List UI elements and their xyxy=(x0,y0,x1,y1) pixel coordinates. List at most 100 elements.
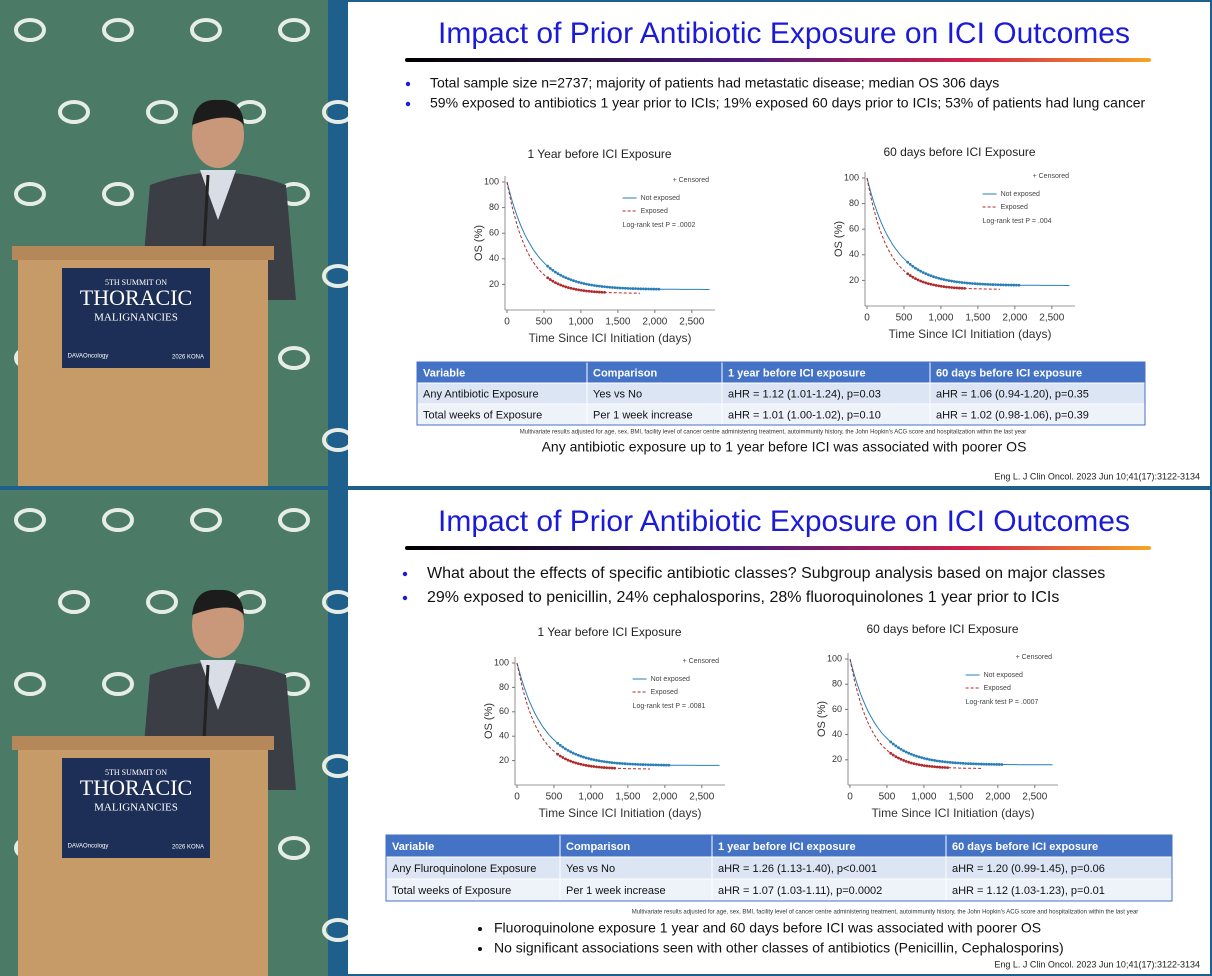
censor-mark xyxy=(613,766,616,770)
censor-mark xyxy=(561,756,565,759)
conclusion-bullet: Fluoroquinolone exposure 1 year and 60 d… xyxy=(494,920,1041,936)
sign-text: 2026 KONA xyxy=(172,355,204,361)
censor-mark xyxy=(566,758,570,762)
censor-mark xyxy=(916,268,920,272)
censor-mark xyxy=(1001,283,1005,287)
censor-mark xyxy=(610,761,614,764)
censor-mark xyxy=(946,766,949,770)
y-tick-label: 80 xyxy=(489,202,499,212)
y-tick-label: 100 xyxy=(494,657,509,667)
censor-mark xyxy=(919,279,922,283)
censor-mark xyxy=(576,762,580,766)
censor-mark xyxy=(951,761,955,765)
sign-text: 5TH SUMMIT ON xyxy=(105,768,167,777)
censor-mark xyxy=(921,271,925,274)
conclusion: Any antibiotic exposure up to 1 year bef… xyxy=(542,439,1027,455)
censor-mark xyxy=(920,756,924,760)
censor-mark xyxy=(556,272,560,276)
censor-mark xyxy=(598,284,601,288)
censor-mark xyxy=(595,284,599,288)
censor-mark xyxy=(1012,283,1016,287)
censor-mark xyxy=(902,749,905,753)
censor-mark xyxy=(914,277,917,281)
y-tick-label: 60 xyxy=(499,706,509,716)
censor-mark xyxy=(662,763,666,767)
censor-mark xyxy=(963,281,966,285)
censor-mark xyxy=(904,759,908,763)
x-tick-label: 500 xyxy=(536,317,553,328)
censor-mark xyxy=(935,765,939,769)
censor-mark xyxy=(605,760,609,764)
censor-mark xyxy=(889,740,893,744)
censor-mark xyxy=(598,290,601,294)
censor-mark xyxy=(597,765,601,769)
y-tick-label: 40 xyxy=(849,249,859,259)
table-border xyxy=(385,834,1173,902)
censor-mark xyxy=(566,277,570,281)
censor-mark xyxy=(987,762,991,766)
y-tick-label: 80 xyxy=(832,679,842,689)
censor-mark xyxy=(561,745,565,749)
podium-top xyxy=(12,736,274,750)
censor-mark xyxy=(652,287,656,291)
podium-sign xyxy=(62,268,210,368)
censor-mark xyxy=(623,286,627,290)
x-tick-label: 500 xyxy=(546,792,563,803)
censor-mark xyxy=(621,286,625,290)
wall-logo xyxy=(190,508,222,532)
censor-mark xyxy=(947,279,951,282)
censor-mark xyxy=(915,762,918,766)
censor-mark xyxy=(960,281,964,284)
table-cell-text: Any Fluroquinolone Exposure xyxy=(392,863,536,875)
sign-text: MALIGNANCIES xyxy=(94,312,178,324)
censor-mark xyxy=(941,760,944,763)
censor-mark xyxy=(585,282,588,286)
censor-mark xyxy=(942,285,946,289)
table-cell-text: aHR = 1.07 (1.03-1.11), p=0.0002 xyxy=(718,885,882,897)
censor-mark xyxy=(925,764,929,768)
wall-logo xyxy=(278,508,310,532)
censor-mark xyxy=(561,284,565,288)
legend-label: Not exposed xyxy=(641,195,680,202)
censored-note: + Censored xyxy=(683,658,719,665)
x-tick-label: 2,500 xyxy=(1022,792,1047,803)
x-tick-label: 0 xyxy=(847,792,853,803)
x-tick-label: 2,000 xyxy=(642,317,667,328)
table-cell-text: Any Antibiotic Exposure xyxy=(423,388,539,400)
x-tick-label: 2,000 xyxy=(1002,313,1027,324)
legend-label: Exposed xyxy=(984,685,1011,692)
censor-mark xyxy=(977,762,981,766)
censor-mark xyxy=(584,763,588,767)
censor-mark xyxy=(649,763,653,767)
bullet-dot xyxy=(405,101,411,107)
censor-mark xyxy=(592,765,596,768)
table-header-text: 1 year before ICI exposure xyxy=(728,367,866,379)
censor-mark xyxy=(628,762,632,766)
table-header-text: 1 year before ICI exposure xyxy=(718,841,856,853)
censor-mark xyxy=(947,285,951,289)
chart-title: 60 days before ICI Exposure xyxy=(883,145,1035,159)
y-tick-label: 40 xyxy=(499,731,509,741)
censor-mark xyxy=(600,759,604,763)
censor-mark xyxy=(961,761,965,765)
censor-mark xyxy=(556,741,560,745)
censor-mark xyxy=(554,281,557,285)
censor-mark xyxy=(667,763,671,767)
censor-mark xyxy=(603,285,606,289)
censor-mark xyxy=(912,762,916,766)
bullet-dot xyxy=(402,595,408,601)
censor-mark xyxy=(641,287,645,291)
censor-mark xyxy=(639,763,642,766)
censor-mark xyxy=(979,762,983,766)
censor-mark xyxy=(950,279,954,283)
censor-mark xyxy=(984,762,988,766)
table-cell-text: aHR = 1.06 (0.94-1.20), p=0.35 xyxy=(936,388,1089,400)
censor-mark xyxy=(664,763,668,767)
censor-mark xyxy=(566,286,570,290)
censor-mark xyxy=(608,766,611,770)
sign-text: THORACIC xyxy=(80,285,192,310)
censor-mark xyxy=(1014,283,1018,287)
censor-mark xyxy=(907,760,911,764)
table-cell-text: Total weeks of Exposure xyxy=(423,409,542,421)
